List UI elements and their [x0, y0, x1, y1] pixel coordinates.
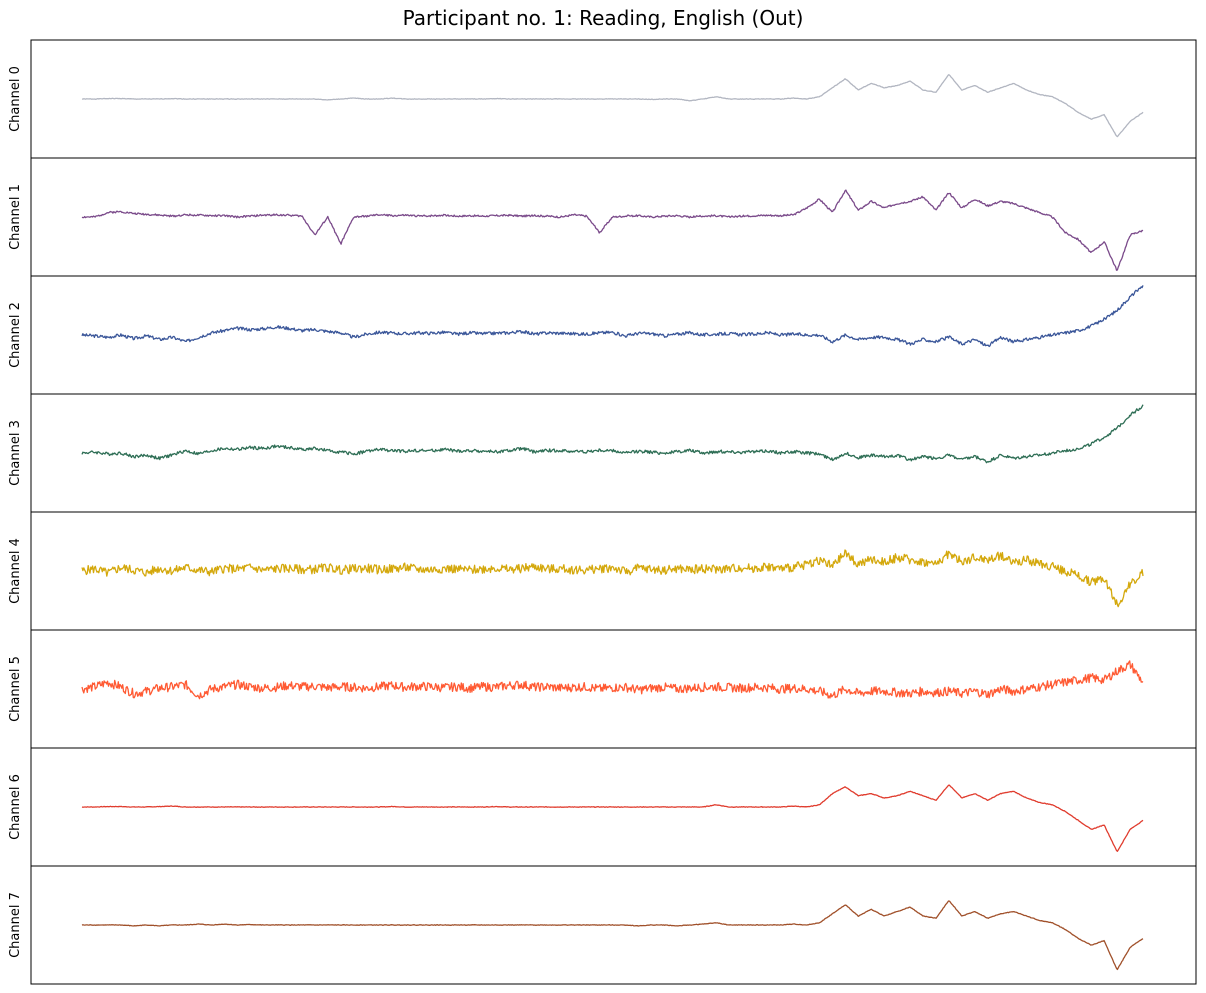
y-axis-label: Channel 1	[8, 184, 23, 250]
panel-frame	[30, 865, 1197, 985]
panel-channel-4: Channel 4	[8, 511, 1197, 631]
y-axis-label: Channel 2	[8, 302, 23, 368]
panel-channel-6: Channel 6	[8, 747, 1197, 867]
panel-channel-1: Channel 1	[8, 157, 1197, 277]
series-line-channel-4	[81, 549, 1144, 608]
y-axis-label: Channel 4	[8, 538, 23, 604]
series-line-channel-0	[81, 74, 1144, 138]
panel-frame	[30, 393, 1197, 513]
y-axis-label: Channel 6	[8, 774, 23, 840]
y-axis-label: Channel 7	[8, 892, 23, 958]
y-axis-label: Channel 5	[8, 656, 23, 722]
panels-group: Channel 0 Channel 1 Channel 2 Channel 3 Chan…	[8, 39, 1197, 985]
series-line-channel-6	[81, 784, 1144, 852]
panel-frame	[30, 511, 1197, 631]
panel-channel-0: Channel 0	[8, 39, 1197, 159]
series-line-channel-7	[81, 900, 1144, 971]
panel-channel-5: Channel 5	[8, 629, 1197, 749]
series-line-channel-3	[81, 404, 1144, 464]
chart-title: Participant no. 1: Reading, English (Out…	[402, 6, 804, 30]
panel-channel-7: Channel 7	[8, 865, 1197, 985]
y-axis-label: Channel 3	[8, 420, 23, 486]
series-line-channel-2	[81, 285, 1144, 348]
panel-channel-3: Channel 3	[8, 393, 1197, 513]
panel-channel-2: Channel 2	[8, 275, 1197, 395]
panel-frame	[30, 275, 1197, 395]
y-axis-label: Channel 0	[8, 66, 23, 132]
series-line-channel-1	[81, 189, 1144, 271]
series-line-channel-5	[81, 660, 1144, 700]
